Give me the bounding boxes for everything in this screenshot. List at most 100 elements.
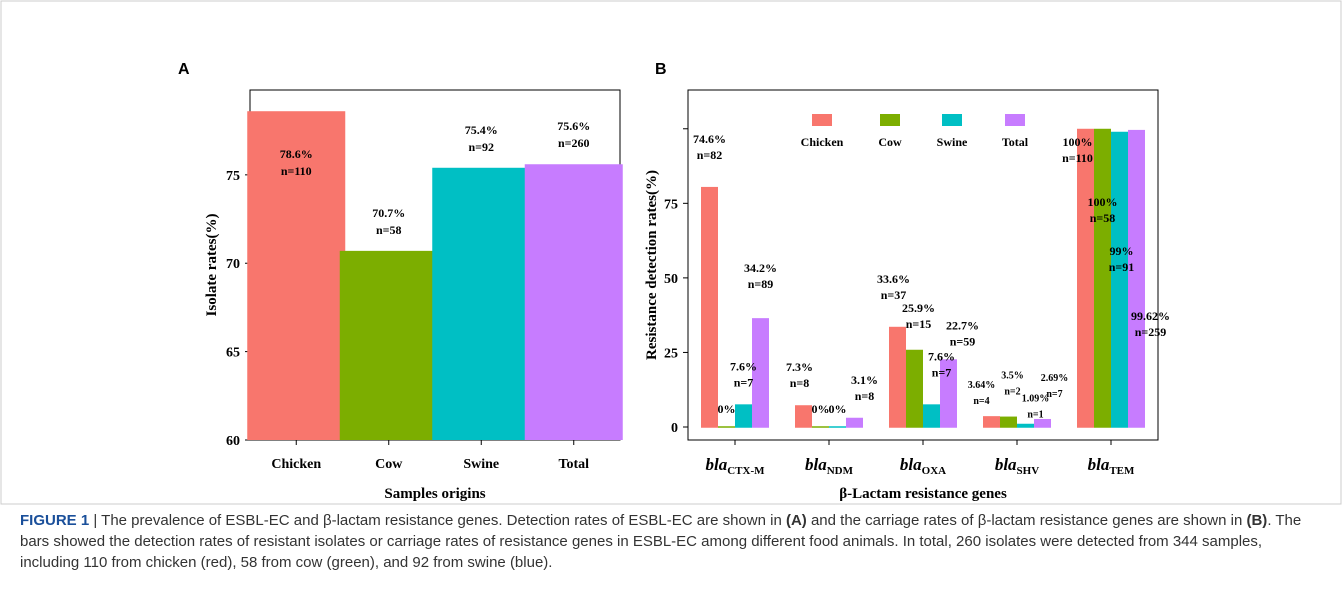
- panel-a-xtick-label: Swine: [463, 457, 499, 472]
- panel-b-bar: [752, 318, 769, 427]
- caption-part3: . The bars showed the detection rates of…: [20, 512, 1302, 571]
- panel-b-data-label-n: n=91: [1109, 260, 1135, 274]
- gene-name-main: bla: [900, 455, 922, 474]
- panel-b-data-label-n: n=7: [1046, 389, 1062, 400]
- panel-a-bar: [524, 164, 623, 440]
- panel-b-bar: [1000, 416, 1017, 427]
- panel-b-data-label-pct: 3.5%: [1001, 371, 1024, 382]
- panel-a-xtick-label: Cow: [375, 457, 403, 472]
- panel-b-data-label-n: n=37: [881, 288, 907, 302]
- panel-b-data-label-n: n=58: [1090, 211, 1116, 225]
- caption-figure-label: FIGURE 1: [20, 512, 90, 529]
- caption-part2: and the carriage rates of β-lactam resis…: [806, 512, 1247, 529]
- panel-b-data-label-n: n=8: [790, 376, 810, 390]
- caption-part1: The prevalence of ESBL-EC and β-lactam r…: [101, 512, 786, 529]
- panel-b-xtick-label: blaTEM: [1088, 455, 1135, 477]
- panel-b-ytick-label: 50: [664, 272, 678, 287]
- panel-a-xtick-label: Chicken: [271, 457, 321, 472]
- panel-b-data-label-n: n=2: [1004, 387, 1020, 398]
- panel-b-data-label-pct: 74.6%: [693, 132, 726, 146]
- panel-b-bar: [923, 404, 940, 427]
- panel-b-data-label-n: n=89: [748, 277, 774, 291]
- panel-b-bar: [889, 326, 906, 427]
- figure-caption: FIGURE 1 | The prevalence of ESBL-EC and…: [20, 510, 1320, 573]
- panel-b-data-label-n: n=15: [906, 317, 932, 331]
- panel-b-data-label-pct: 7.3%: [786, 360, 813, 374]
- panel-b-bar: [735, 404, 752, 427]
- panel-a-data-label-pct: 78.6%: [280, 147, 313, 161]
- panel-b-legend-swatch: [942, 114, 962, 126]
- panel-a-ytick-label: 75: [226, 169, 240, 184]
- panel-b-data-label-pct: 7.6%: [928, 349, 955, 363]
- panel-a-xtick-label: Total: [558, 457, 589, 472]
- panel-b-bar: [906, 349, 923, 427]
- panel-b-data-label-pct: 0%: [718, 402, 736, 416]
- panel-b-xtick-label: blaCTX-M: [705, 455, 765, 477]
- gene-name-subscript: OXA: [922, 465, 947, 477]
- panel-b-xtick-label: blaNDM: [805, 455, 854, 477]
- panel-a-x-axis-title: Samples origins: [384, 486, 485, 502]
- panel-b-data-label-n: n=59: [950, 334, 976, 348]
- gene-name-subscript: TEM: [1109, 465, 1135, 477]
- panel-b-data-label-pct: 0%: [812, 402, 830, 416]
- panel-a-letter: A: [178, 61, 190, 78]
- panel-b-legend-label: Swine: [937, 135, 968, 149]
- panel-b-data-label-n: n=259: [1135, 325, 1167, 339]
- caption-separator: |: [89, 512, 102, 529]
- panel-b-legend-label: Total: [1002, 135, 1029, 149]
- panel-b-data-label-n: n=4: [973, 396, 989, 407]
- panel-b-legend-swatch: [880, 114, 900, 126]
- panel-b-data-label-pct: 22.7%: [946, 318, 979, 332]
- panel-b-bar: [983, 416, 1000, 427]
- panel-b-ytick-label: 0: [671, 421, 678, 436]
- panel-b-data-label-n: n=82: [697, 148, 723, 162]
- panel-b-bar: [1017, 423, 1034, 427]
- panel-b-data-label-pct: 33.6%: [877, 272, 910, 286]
- panel-b-data-label-n: n=1: [1027, 410, 1043, 421]
- panel-a-chart: A 60 65 70 75 Chicken 78.6% n=110 Cow 70.7% n=58 Sw…: [178, 61, 623, 502]
- panel-b-bar: [1128, 129, 1145, 427]
- panel-b-data-label-pct: 1.09%: [1022, 394, 1050, 405]
- panel-b-data-label-n: n=110: [1062, 151, 1093, 165]
- panel-a-ytick-label: 60: [226, 434, 240, 449]
- panel-b-ytick-label: 75: [664, 197, 678, 212]
- panel-b-bar: [1077, 128, 1094, 428]
- panel-a-data-label-pct: 75.4%: [465, 123, 498, 137]
- panel-b-data-label-pct: 2.69%: [1041, 373, 1069, 384]
- panel-b-data-label-pct: 7.6%: [730, 359, 757, 373]
- panel-b-bar: [846, 417, 863, 427]
- panel-a-bar: [339, 250, 438, 440]
- panel-a-bar: [247, 111, 346, 440]
- panel-b-data-label-pct: 0%: [829, 402, 847, 416]
- panel-b-data-label-pct: 3.1%: [851, 373, 878, 387]
- panel-b-legend-swatch: [812, 114, 832, 126]
- panel-a-ytick-label: 65: [226, 346, 240, 361]
- gene-name-main: bla: [805, 455, 827, 474]
- gene-name-subscript: CTX-M: [727, 465, 765, 477]
- panel-a-y-axis-title: Isolate rates(%): [204, 214, 220, 317]
- panel-b-xtick-label: blaOXA: [900, 455, 946, 477]
- panel-b-legend-label: Cow: [878, 135, 902, 149]
- panel-a-data-label-n: n=110: [281, 164, 312, 178]
- panel-b-bar: [795, 405, 812, 427]
- caption-ref-b: (B): [1246, 512, 1268, 529]
- panel-b-data-label-pct: 25.9%: [902, 301, 935, 315]
- gene-name-main: bla: [705, 455, 727, 474]
- panel-b-y-axis-title: Resistance detection rates(%): [644, 170, 660, 360]
- panel-a-ytick-label: 70: [226, 257, 240, 272]
- panel-a-data-label-n: n=260: [558, 136, 590, 150]
- gene-name-main: bla: [1088, 455, 1110, 474]
- panel-a-data-label-n: n=92: [468, 140, 494, 154]
- panel-b-bar: [940, 359, 957, 427]
- panel-b-ytick-label: 25: [664, 346, 678, 361]
- panel-b-data-label-n: n=8: [855, 389, 875, 403]
- panel-a-data-label-n: n=58: [376, 223, 402, 237]
- panel-b-data-label-pct: 99.62%: [1131, 309, 1170, 323]
- gene-name-subscript: NDM: [827, 465, 854, 477]
- panel-b-data-label-pct: 100%: [1088, 195, 1118, 209]
- panel-b-data-label-pct: 100%: [1063, 135, 1093, 149]
- panel-b-x-axis-title: β-Lactam resistance genes: [839, 486, 1007, 502]
- panel-b-legend-swatch: [1005, 114, 1025, 126]
- panel-b-bar: [1111, 131, 1128, 428]
